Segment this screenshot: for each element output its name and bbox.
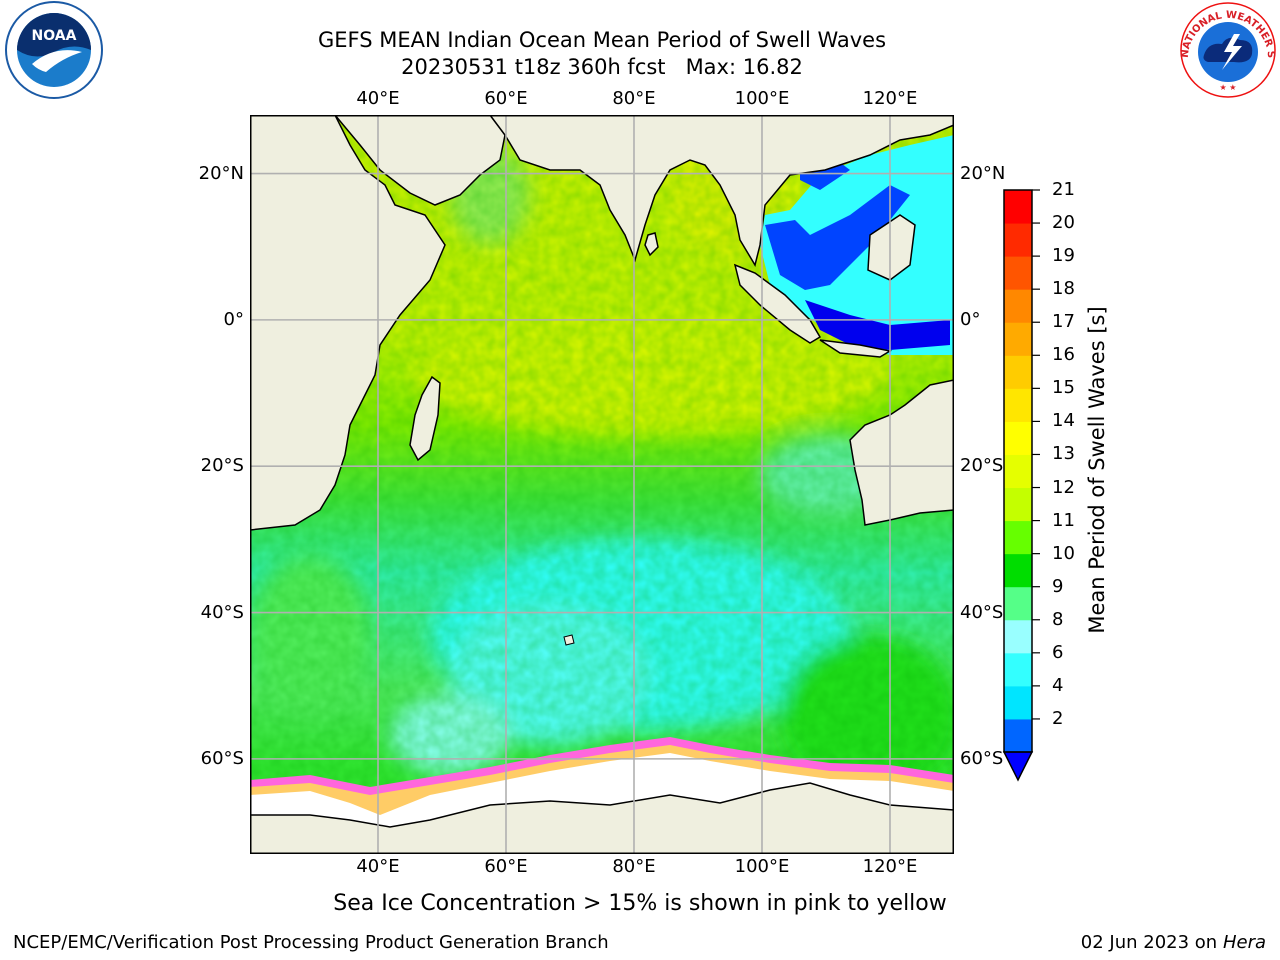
chart-subtitle: 20230531 t18z 360h fcst Max: 16.82: [401, 55, 803, 79]
y-tick-left: 20°S: [200, 455, 244, 477]
swell-period-map: [250, 115, 954, 854]
colorbar-extend-triangle: [1002, 751, 1034, 782]
colorbar-swatch: [1004, 619, 1032, 654]
colorbar-swatch: [1004, 520, 1032, 555]
y-tick-left: 0°: [223, 308, 244, 330]
x-tick-bottom: 120°E: [862, 856, 918, 877]
x-tick-top: 80°E: [612, 88, 656, 109]
x-tick-top: 40°E: [356, 88, 400, 109]
footer-date: 02 Jun 2023 on Hera: [1080, 932, 1266, 953]
colorbar-tick-label: 9: [1052, 575, 1064, 597]
noaa-text: NOAA: [32, 28, 77, 44]
colorbar-swatch: [1004, 355, 1032, 389]
footer-machine: Hera: [1222, 932, 1266, 953]
y-tick-left: 20°N: [198, 162, 244, 184]
map-frame: [250, 115, 954, 854]
footer-credit: NCEP/EMC/Verification Post Processing Pr…: [13, 932, 609, 953]
colorbar-tick-label: 20: [1052, 212, 1075, 234]
y-tick-left: 60°S: [200, 747, 244, 769]
colorbar-tick-label: 19: [1052, 245, 1075, 267]
colorbar-label: Mean Period of Swell Waves [s]: [1085, 306, 1109, 634]
graticule: [250, 115, 954, 854]
x-tick-bottom: 40°E: [356, 856, 400, 877]
colorbar-swatch: [1004, 223, 1032, 257]
colorbar-tick-label: 12: [1052, 476, 1075, 498]
colorbar-swatch: [1004, 256, 1032, 290]
colorbar-swatch: [1004, 289, 1032, 323]
colorbar-tick-label: 8: [1052, 608, 1064, 630]
colorbar-swatch: [1004, 190, 1032, 224]
svg-text:★ ★: ★ ★: [1220, 83, 1237, 92]
y-tick-right: 0°: [960, 308, 981, 330]
y-tick-right: 20°N: [960, 162, 1006, 184]
x-tick-bottom: 60°E: [484, 856, 528, 877]
chart-title: GEFS MEAN Indian Ocean Mean Period of Sw…: [317, 28, 887, 52]
colorbar-swatch: [1004, 718, 1032, 753]
colorbar-tick-label: 16: [1052, 344, 1075, 366]
colorbar-tick-label: 11: [1052, 509, 1075, 531]
colorbar-tick-label: 17: [1052, 311, 1075, 333]
colorbar-tick-label: 13: [1052, 443, 1075, 465]
x-tick-bottom: 80°E: [612, 856, 656, 877]
colorbar-frame: [1003, 189, 1033, 753]
colorbar-swatch: [1004, 322, 1032, 356]
y-tick-left: 40°S: [200, 601, 244, 623]
colorbar-tick-label: 10: [1052, 542, 1075, 564]
colorbar-swatch: [1004, 487, 1032, 522]
colorbar-swatch: [1004, 586, 1032, 621]
y-tick-right: 60°S: [960, 747, 1004, 769]
nws-logo: NATIONAL WEATHER SERVICE ★ ★: [1178, 0, 1276, 98]
y-tick-right: 20°S: [960, 455, 1004, 477]
colorbar: [1002, 189, 1040, 782]
sea-ice-caption: Sea Ice Concentration > 15% is shown in …: [333, 891, 947, 916]
colorbar-tick-label: 18: [1052, 278, 1075, 300]
x-tick-top: 100°E: [734, 88, 790, 109]
colorbar-tick-label: 4: [1052, 674, 1064, 696]
noaa-logo: NOAA: [5, 1, 103, 99]
colorbar-tick-label: 14: [1052, 410, 1075, 432]
colorbar-swatch: [1004, 553, 1032, 588]
x-tick-top: 120°E: [862, 88, 918, 109]
colorbar-tick-label: 2: [1052, 707, 1064, 729]
colorbar-tick-label: 6: [1052, 641, 1064, 663]
colorbar-swatch: [1004, 421, 1032, 455]
colorbar-tick-label: 21: [1052, 179, 1075, 200]
colorbar-swatch: [1004, 652, 1032, 687]
x-tick-top: 60°E: [484, 88, 528, 109]
colorbar-swatch: [1004, 388, 1032, 422]
colorbar-tick-label: 15: [1052, 377, 1075, 399]
y-tick-right: 40°S: [960, 601, 1004, 623]
colorbar-swatch: [1004, 685, 1032, 720]
x-tick-bottom: 100°E: [734, 856, 790, 877]
colorbar-swatch: [1004, 454, 1032, 489]
